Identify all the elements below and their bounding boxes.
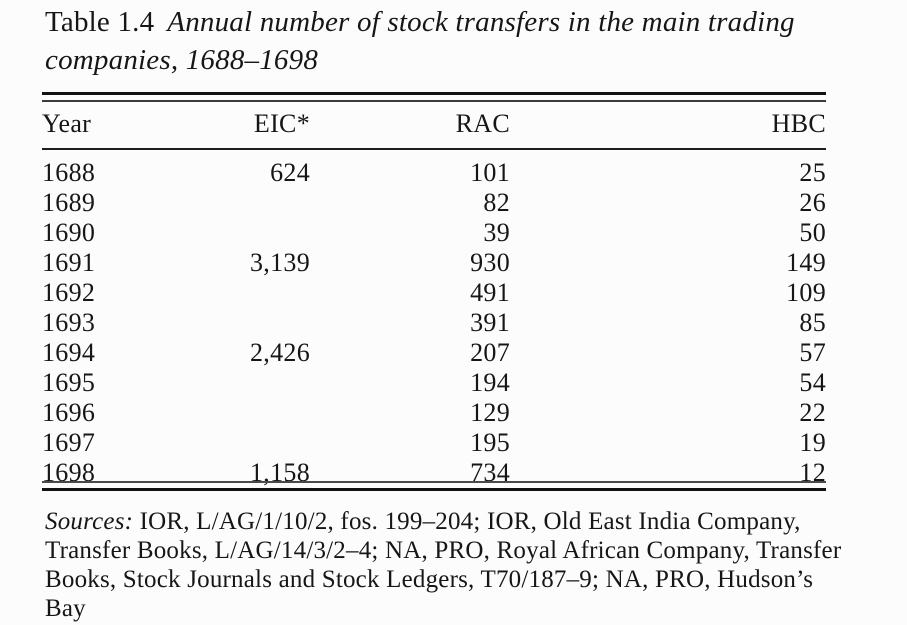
table-number: Table 1.4 (45, 6, 155, 38)
eic-cell (170, 368, 310, 398)
table-bottom-double-rule (42, 481, 826, 491)
hbc-cell: 25 (799, 158, 826, 187)
caption-title-part1: Annual number of stock transfers in the … (167, 6, 795, 38)
hbc-cell: 19 (799, 428, 826, 457)
table-row: 1689 82 26 (42, 188, 826, 218)
year-cell: 1689 (42, 188, 96, 217)
table-row: 1691 3,139 930 149 (42, 248, 826, 278)
column-header-year: Year (42, 101, 170, 150)
rac-cell: 195 (470, 428, 510, 457)
rac-cell: 194 (470, 368, 510, 397)
eic-cell: 3,139 (250, 248, 310, 277)
year-cell: 1693 (42, 308, 96, 337)
stock-transfers-table: Year EIC* RAC HBC 1688 624 101 25 1689 8… (42, 101, 826, 488)
hbc-cell: 57 (799, 338, 826, 367)
table-row: 1697 195 19 (42, 428, 826, 458)
caption-title-part2: companies, 1688–1698 (45, 44, 319, 76)
header-row: Year EIC* RAC HBC (42, 101, 826, 150)
eic-cell (170, 218, 310, 248)
sources-line-2: Transfer Books, L/AG/14/3/2–4; NA, PRO, … (45, 537, 842, 564)
table-row: 1690 39 50 (42, 218, 826, 248)
rac-cell: 39 (483, 218, 510, 247)
rac-cell: 129 (470, 398, 510, 427)
column-header-hbc: HBC (510, 101, 826, 150)
eic-cell: 2,426 (250, 338, 310, 367)
hbc-cell: 109 (786, 278, 826, 307)
rac-cell: 207 (470, 338, 510, 367)
sources-line-1: Sources: IOR, L/AG/1/10/2, fos. 199–204;… (45, 507, 855, 536)
table-row: 1694 2,426 207 57 (42, 338, 826, 368)
hbc-cell: 149 (786, 248, 826, 277)
eic-cell (170, 308, 310, 338)
caption-line-2: companies, 1688–1698 (45, 41, 845, 79)
table-row: 1696 129 22 (42, 398, 826, 428)
table-row: 1695 194 54 (42, 368, 826, 398)
caption-line-1: Table 1.4 Annual number of stock transfer… (45, 3, 845, 41)
column-header-rac: RAC (310, 101, 510, 150)
eic-cell (170, 188, 310, 218)
year-cell: 1688 (42, 158, 96, 187)
table-caption: Table 1.4 Annual number of stock transfer… (45, 3, 845, 79)
rac-cell: 101 (470, 158, 510, 187)
year-cell: 1692 (42, 278, 96, 307)
rac-cell: 491 (470, 278, 510, 307)
hbc-cell: 54 (799, 368, 826, 397)
year-cell: 1691 (42, 248, 96, 277)
table-row: 1688 624 101 25 (42, 149, 826, 188)
sources-note: Sources: IOR, L/AG/1/10/2, fos. 199–204;… (45, 507, 855, 625)
rac-cell: 82 (483, 188, 510, 217)
column-header-eic: EIC* (170, 101, 310, 150)
year-cell: 1694 (42, 338, 96, 367)
table-row: 1692 491 109 (42, 278, 826, 308)
eic-cell (170, 428, 310, 458)
year-cell: 1690 (42, 218, 96, 247)
year-cell: 1696 (42, 398, 96, 427)
sources-line-3: Books, Stock Journals and Stock Ledgers,… (45, 566, 814, 622)
table-row: 1693 391 85 (42, 308, 826, 338)
hbc-cell: 85 (799, 308, 826, 337)
year-cell: 1695 (42, 368, 96, 397)
year-cell: 1697 (42, 428, 96, 457)
rac-cell: 391 (470, 308, 510, 337)
eic-cell (170, 278, 310, 308)
hbc-cell: 26 (799, 188, 826, 217)
eic-cell: 624 (270, 158, 310, 187)
sources-line-1-text: IOR, L/AG/1/10/2, fos. 199–204; IOR, Old… (133, 508, 801, 535)
hbc-cell: 22 (799, 398, 826, 427)
rac-cell: 930 (470, 248, 510, 277)
sources-label: Sources: (45, 508, 134, 535)
hbc-cell: 50 (799, 218, 826, 247)
eic-cell (170, 398, 310, 428)
